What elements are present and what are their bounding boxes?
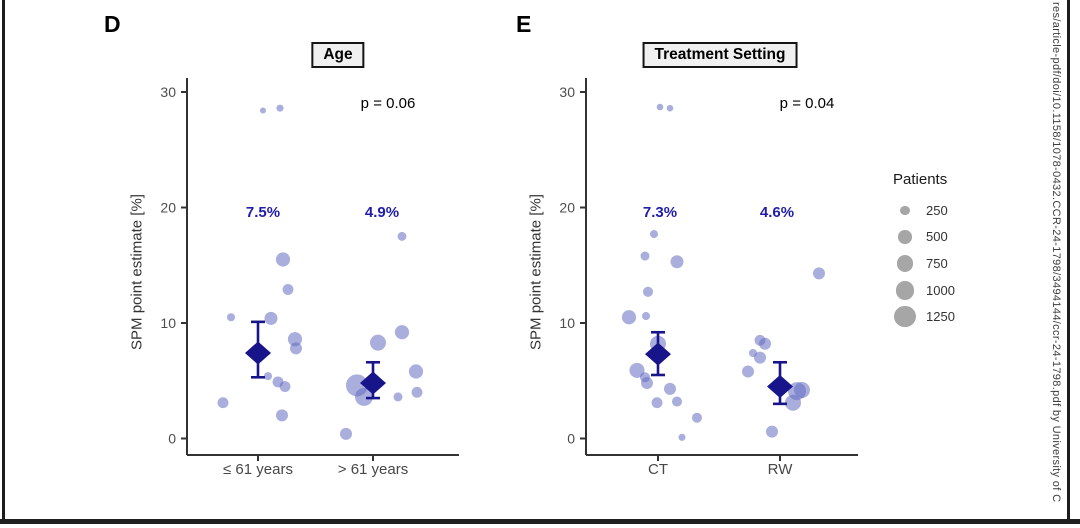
bubble-point (691, 412, 703, 423)
y-tick-label: 30 (559, 84, 575, 100)
bubble-point (641, 312, 651, 321)
legend-size-circle (895, 280, 915, 300)
legend-circle-cell (891, 280, 919, 300)
bubble-point (642, 286, 654, 297)
panel-title-age: Age (311, 42, 365, 68)
legend-row: 1250 (891, 303, 955, 330)
bubble-point (408, 364, 424, 379)
bubble-point (671, 396, 683, 407)
mean-percent-label: 4.6% (759, 204, 795, 221)
bubble-point (629, 362, 645, 378)
y-tick-label: 20 (160, 200, 176, 216)
p-value-label-e: p = 0.04 (779, 95, 835, 112)
bubble-point (651, 397, 663, 409)
mean-diamond (767, 375, 793, 399)
legend-row: 1000 (891, 277, 955, 304)
bubble-point (766, 425, 778, 438)
legend-circle-cell (891, 205, 919, 216)
bubble-point (397, 231, 407, 241)
bubble-point (355, 387, 373, 406)
bubble-point (785, 394, 801, 411)
legend-size-label: 500 (926, 229, 948, 245)
p-value-label-d: p = 0.06 (360, 95, 416, 112)
mean-percent-label: 4.9% (364, 204, 400, 221)
legend-row: 250 (891, 197, 955, 224)
bubble-point (666, 104, 674, 112)
legend-size-label: 1000 (926, 282, 955, 298)
bubble-point (287, 332, 303, 347)
panel-label-d: D (104, 11, 121, 37)
bubble-point (276, 104, 284, 112)
bubble-point (640, 251, 650, 261)
x-category-label: > 61 years (337, 461, 409, 478)
legend-size-circle (898, 230, 912, 244)
legend-size-label: 250 (926, 202, 948, 218)
y-axis-label-d: SPM point estimate [%] (128, 194, 146, 350)
mean-percent-label: 7.5% (245, 204, 281, 221)
bubble-point (263, 372, 273, 381)
mean-diamond (360, 371, 386, 395)
legend-size-circle (894, 306, 916, 328)
bubble-point (621, 310, 637, 325)
bubble-point (217, 397, 229, 409)
bubble-point (641, 377, 653, 390)
legend-size-label: 1250 (926, 309, 955, 325)
figure-border-right (1067, 0, 1070, 520)
bubble-point (340, 427, 352, 440)
bubble-point (754, 351, 766, 364)
panel-label-e: E (516, 11, 532, 37)
legend-circle-cell (891, 230, 919, 244)
bubble-point (813, 267, 825, 280)
legend-circle-cell (891, 255, 919, 272)
legend-row: 750 (891, 250, 955, 277)
bubble-point (290, 342, 302, 355)
bubble-point (264, 311, 278, 325)
legend-rows: 250 500 750 1000 1250 (891, 197, 955, 330)
legend-row: 500 (891, 224, 955, 251)
bubble-point (794, 381, 810, 398)
bubble-point (370, 334, 386, 351)
x-category-label: RW (767, 461, 793, 478)
y-tick-label: 20 (559, 200, 575, 216)
figure-border-left (2, 0, 5, 520)
mean-diamond (645, 342, 671, 366)
bubble-point (275, 252, 291, 267)
pdf-watermark-text: res/article-pdf/doi/10.1158/1078-0432.CC… (1050, 2, 1062, 503)
y-tick-label: 10 (160, 315, 176, 331)
bubble-point (656, 103, 664, 111)
y-tick-label: 0 (168, 431, 176, 447)
bubble-point (393, 392, 403, 402)
bubble-point (678, 433, 686, 441)
bubble-point (664, 382, 676, 395)
y-tick-label: 0 (567, 431, 575, 447)
legend-circle-cell (891, 306, 919, 328)
bubble-point (276, 409, 288, 422)
bubble-point (279, 381, 291, 392)
bubble-point (394, 325, 410, 340)
bubble-point (411, 386, 423, 398)
bubble-point (649, 230, 659, 239)
y-tick-label: 10 (559, 315, 575, 331)
legend-title: Patients (893, 171, 948, 188)
bubble-point (260, 107, 266, 114)
legend-size-label: 750 (926, 255, 948, 271)
legend-size-circle (896, 255, 914, 272)
bubble-point (282, 284, 294, 295)
y-axis-label-e: SPM point estimate [%] (527, 194, 545, 350)
size-legend: Patients 250 500 750 1000 1250 (891, 171, 955, 330)
mean-percent-label: 7.3% (642, 204, 678, 221)
bubble-point (226, 313, 236, 322)
bubble-point (742, 365, 754, 378)
bubble-point (759, 337, 771, 350)
mean-diamond (245, 341, 271, 365)
x-category-label: CT (648, 461, 668, 478)
y-tick-label: 30 (160, 84, 176, 100)
panel-title-treatment-setting: Treatment Setting (642, 42, 798, 68)
figure-border-bottom-rule (0, 519, 1080, 524)
legend-size-circle (900, 205, 910, 216)
bubble-point (670, 255, 684, 269)
x-category-label: ≤ 61 years (223, 461, 293, 478)
